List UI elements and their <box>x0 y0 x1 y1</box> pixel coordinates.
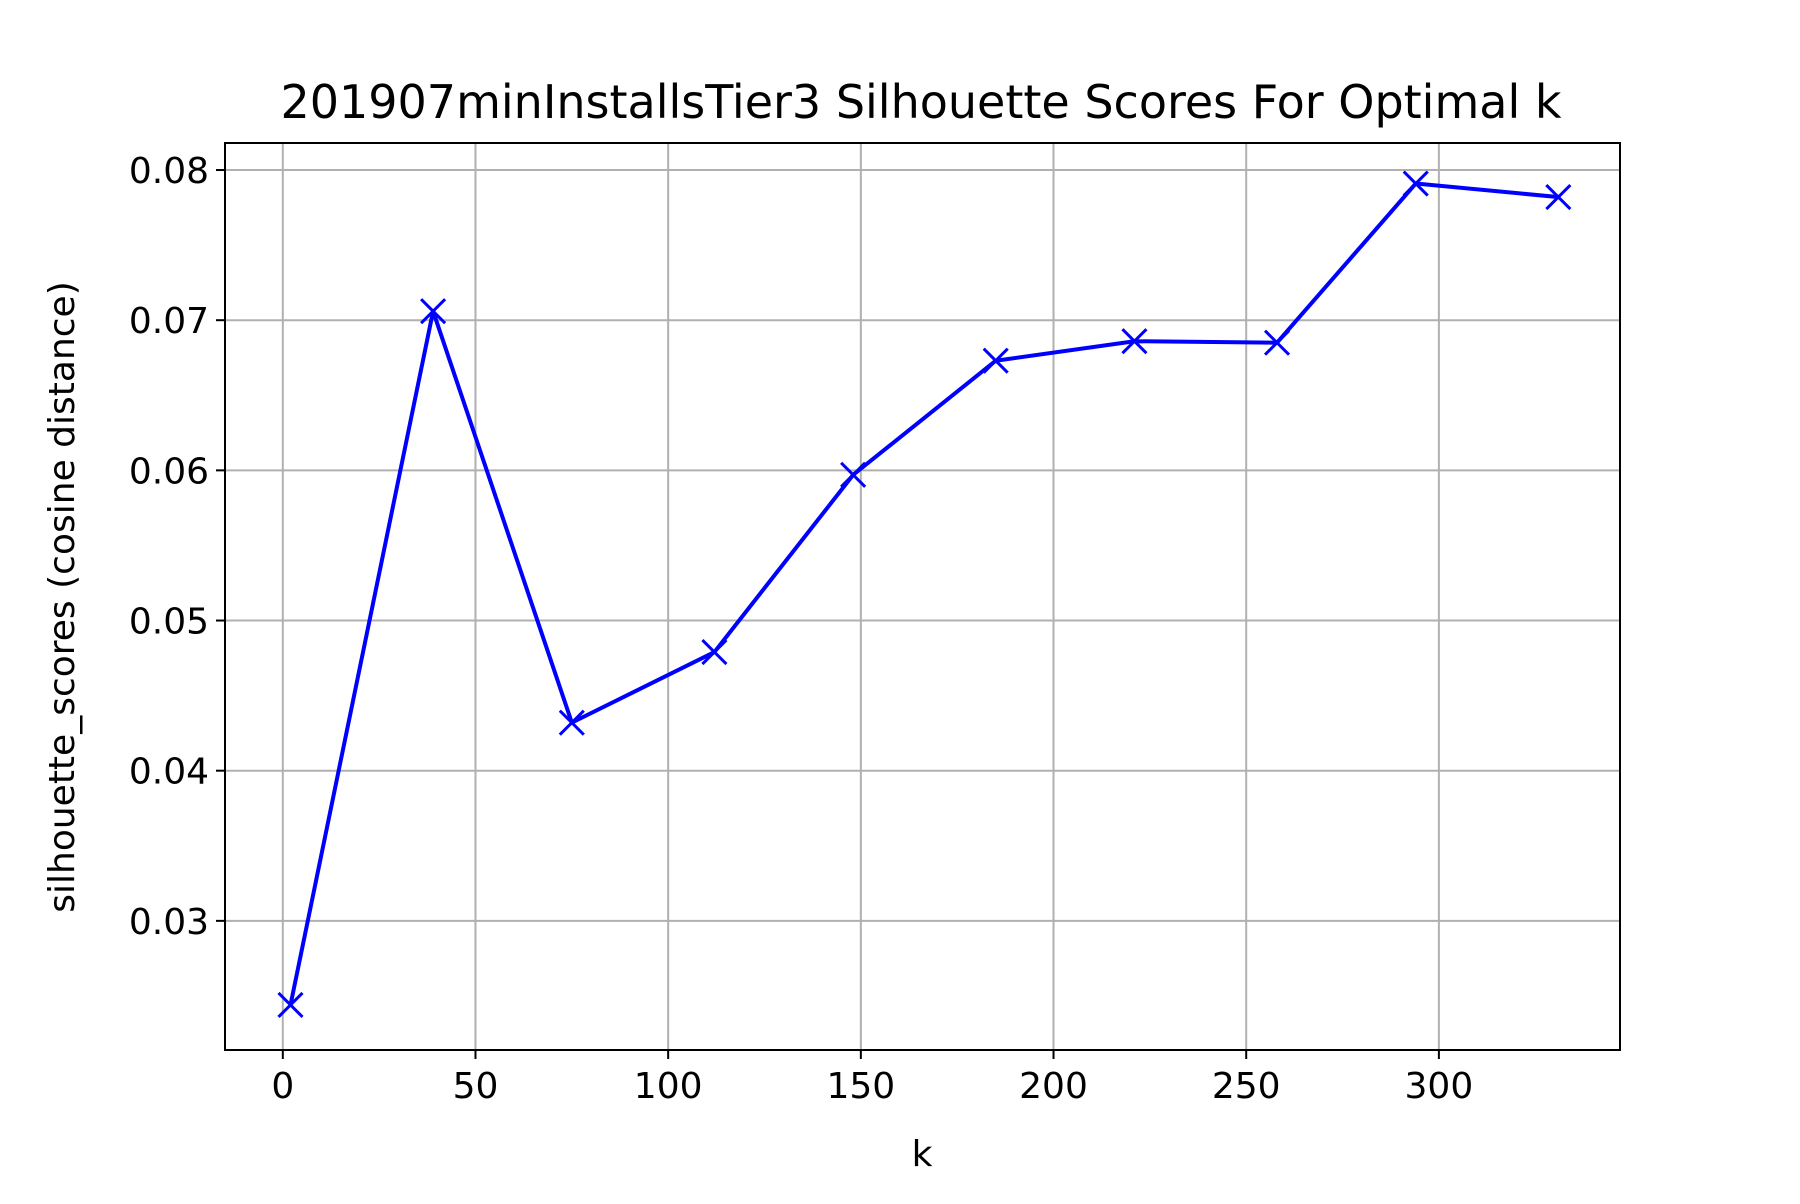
x-tick-label: 200 <box>1019 1066 1088 1107</box>
y-tick-label: 0.07 <box>129 301 209 342</box>
data-point-marker <box>840 461 867 488</box>
data-point-marker <box>1402 170 1429 197</box>
data-point-marker <box>1545 183 1572 211</box>
marker-stroke <box>1545 183 1572 211</box>
marker-stroke <box>1263 329 1291 356</box>
marker-stroke <box>1121 328 1148 355</box>
y-tick-label: 0.08 <box>129 151 209 192</box>
x-tick-label: 50 <box>453 1066 499 1107</box>
data-point-marker <box>558 709 585 736</box>
x-tick-label: 150 <box>826 1066 895 1107</box>
data-point-marker <box>277 991 304 1019</box>
marker-stroke <box>1402 170 1429 197</box>
x-axis-label: k <box>912 1134 933 1175</box>
series-layer <box>277 170 1572 1019</box>
y-tick-label: 0.03 <box>129 902 209 943</box>
x-tick-label: 300 <box>1405 1066 1474 1107</box>
x-tick-label: 100 <box>634 1066 703 1107</box>
marker-stroke <box>982 347 1009 374</box>
grid-layer <box>225 143 1620 1050</box>
marker-stroke <box>840 461 867 488</box>
series-line <box>288 181 1561 1008</box>
data-point-marker <box>1263 329 1291 356</box>
y-tick-label: 0.05 <box>129 602 209 643</box>
marker-stroke <box>277 991 304 1019</box>
plot-frame <box>224 142 1621 1051</box>
x-tick-label: 250 <box>1212 1066 1281 1107</box>
data-point-marker <box>420 298 447 325</box>
data-point-marker <box>701 639 728 666</box>
marker-stroke <box>420 298 447 325</box>
y-tick-label: 0.04 <box>129 752 209 793</box>
data-point-marker <box>982 347 1009 374</box>
x-tick-label: 0 <box>271 1066 294 1107</box>
chart-title: 201907minInstallsTier3 Silhouette Scores… <box>280 75 1561 129</box>
marker-stroke <box>558 709 585 736</box>
marker-stroke <box>701 639 728 666</box>
data-point-marker <box>1121 328 1148 355</box>
y-tick-label: 0.06 <box>129 451 209 492</box>
y-axis-label: silhouette_scores (cosine distance) <box>42 281 83 913</box>
tick-layer: 0 50 100 150 200 250 300 0.03 0.04 0.05 0.06 0.07 0.… <box>129 151 1473 1107</box>
